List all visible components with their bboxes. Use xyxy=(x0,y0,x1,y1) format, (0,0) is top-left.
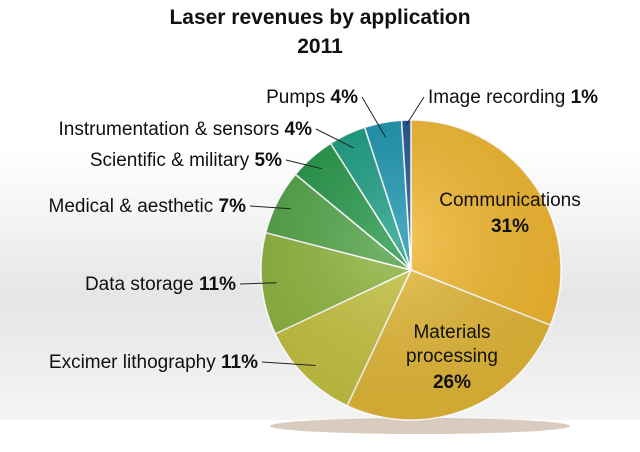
slice-label-instrumentation-and-sensors: Instrumentation & sensors 4% xyxy=(59,119,313,140)
slice-label-image-recording: Image recording 1% xyxy=(428,87,598,108)
leader-line-medical-and-aesthetic xyxy=(249,205,291,210)
pie-shadow xyxy=(270,418,570,434)
chart-subtitle: 2011 xyxy=(297,35,343,58)
leader-line-pumps xyxy=(361,96,387,138)
slice-label-data-storage: Data storage 11% xyxy=(85,274,236,295)
leader-line-excimer-lithography xyxy=(261,361,316,366)
slice-label-pumps: Pumps 4% xyxy=(266,87,358,108)
slice-value-materials-processing: 26% xyxy=(433,372,471,393)
leader-line-image-recording xyxy=(405,96,425,125)
slice-label-materials-processing-line2: processing xyxy=(406,346,498,367)
slice-label-scientific-and-military: Scientific & military 5% xyxy=(90,150,282,171)
slice-label-excimer-lithography: Excimer lithography 11% xyxy=(49,352,258,373)
slice-label-medical-and-aesthetic: Medical & aesthetic 7% xyxy=(49,196,247,217)
chart-title: Laser revenues by application xyxy=(169,6,471,29)
slice-label-materials-processing-line1: Materials xyxy=(413,322,490,343)
slice-label-communications: Communications xyxy=(439,190,581,211)
pie-highlight xyxy=(261,120,561,420)
leader-line-scientific-and-military xyxy=(285,159,322,170)
leader-line-data-storage xyxy=(239,282,277,285)
leader-line-instrumentation-and-sensors xyxy=(315,128,354,149)
slice-value-communications: 31% xyxy=(491,216,529,237)
